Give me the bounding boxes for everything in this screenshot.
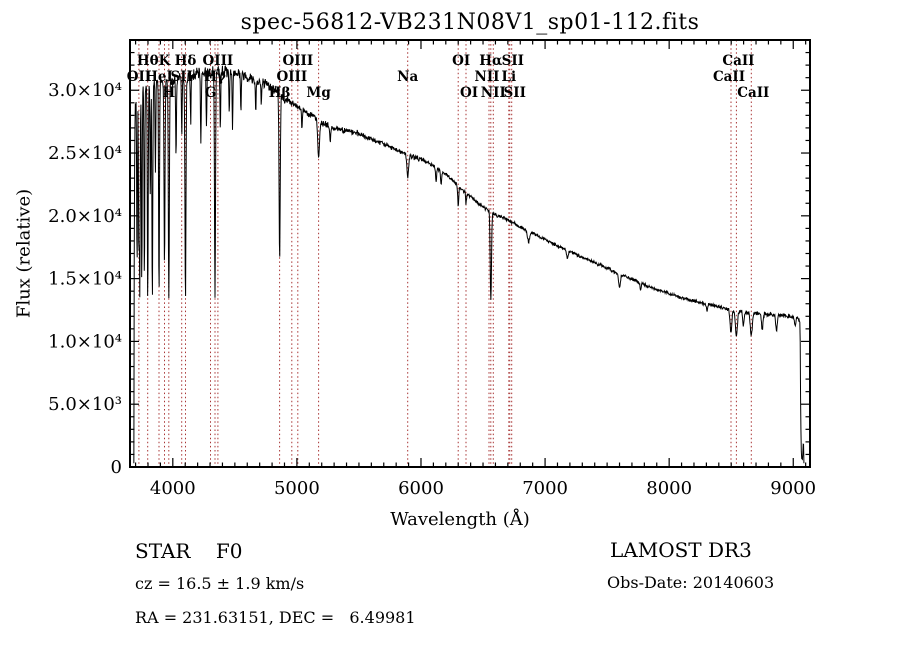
spectral-line-label-caii-8498: CaII bbox=[713, 69, 745, 85]
spectral-line-label-h-3968: H bbox=[162, 85, 175, 101]
spectral-line-label-sii-4072: SII bbox=[171, 69, 193, 85]
classification-label: STAR F0 bbox=[135, 539, 243, 563]
spectral-line-label-hθ-3798: Hθ bbox=[137, 53, 159, 69]
x-tick-label-9000: 9000 bbox=[770, 478, 816, 499]
x-tick-label-4000: 4000 bbox=[150, 478, 196, 499]
y-tick-label-10000: 1.0×10⁴ bbox=[48, 331, 122, 352]
x-tick-label-8000: 8000 bbox=[646, 478, 692, 499]
spectral-line-label-oiii-5007: OIII bbox=[282, 53, 313, 69]
cz-value-label: cz = 16.5 ± 1.9 km/s bbox=[135, 574, 305, 593]
spectral-line-label-na-5893: Na bbox=[397, 69, 418, 85]
spectral-line-label-sii-6731: SII bbox=[504, 85, 526, 101]
spectral-line-label-mg-5175: Mg bbox=[306, 85, 331, 101]
spectral-line-label-hδ-4102: Hδ bbox=[175, 53, 197, 69]
x-tick-label-5000: 5000 bbox=[274, 478, 320, 499]
spectral-line-label-oiii-4363: OIII bbox=[203, 53, 234, 69]
spectral-line-label-oiii-4959: OIII bbox=[276, 69, 307, 85]
spectral-line-label-oi-6300: OI bbox=[452, 53, 470, 69]
ra-dec-label: RA = 231.63151, DEC = 6.49981 bbox=[135, 608, 416, 627]
spectral-line-label-hα-6563: Hα bbox=[479, 53, 503, 69]
spectral-line-label-hβ-4861: Hβ bbox=[269, 85, 291, 101]
spectral-line-label-oi-6363: OI bbox=[460, 85, 478, 101]
spectral-line-label-caii-8662: CaII bbox=[737, 85, 769, 101]
spectral-line-label-li-6708: Li bbox=[501, 69, 516, 85]
spectrum-trace bbox=[133, 65, 805, 464]
x-tick-label-7000: 7000 bbox=[522, 478, 568, 499]
spectral-line-label-sii-6716: SII bbox=[502, 53, 524, 69]
spectral-line-label-nii-6583: NII bbox=[481, 85, 506, 101]
spectral-line-label-hei-3889: HeI bbox=[145, 69, 173, 85]
y-tick-label-5000: 5.0×10³ bbox=[48, 394, 122, 415]
x-axis-title: Wavelength (Å) bbox=[390, 509, 530, 530]
obs-date-label: Obs-Date: 20140603 bbox=[607, 573, 775, 592]
spectral-line-label-hγ-4340: Hγ bbox=[204, 69, 226, 85]
spectral-line-label-oii-3727: OII bbox=[127, 69, 151, 85]
y-tick-label-15000: 1.5×10⁴ bbox=[48, 269, 122, 290]
plot-title: spec-56812-VB231N08V1_sp01-112.fits bbox=[240, 10, 700, 35]
y-tick-label-20000: 2.0×10⁴ bbox=[48, 206, 122, 227]
spectral-line-label-caii-8542: CaII bbox=[722, 53, 754, 69]
spectral-line-label-g-4304: G bbox=[205, 85, 217, 101]
spectral-line-label-nii-6548: NII bbox=[475, 69, 500, 85]
spectral-line-label-k-3933: K bbox=[159, 53, 172, 69]
y-tick-label-0: 0 bbox=[111, 457, 122, 478]
y-tick-label-30000: 3.0×10⁴ bbox=[48, 80, 122, 101]
survey-release-label: LAMOST DR3 bbox=[610, 538, 752, 562]
y-tick-label-25000: 2.5×10⁴ bbox=[48, 143, 122, 164]
x-tick-label-6000: 6000 bbox=[398, 478, 444, 499]
